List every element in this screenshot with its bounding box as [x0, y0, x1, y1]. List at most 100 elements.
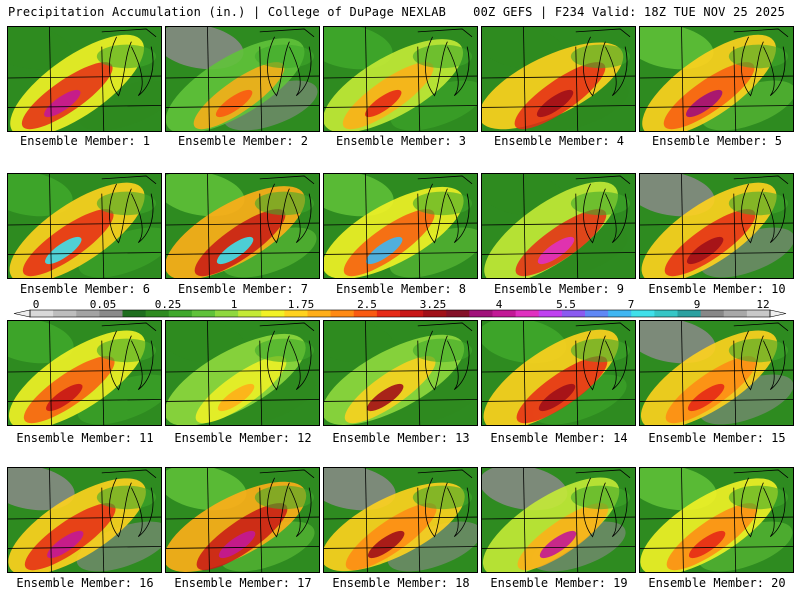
ensemble-member-map — [639, 26, 794, 132]
precip-contour — [45, 236, 82, 265]
state-border — [733, 340, 737, 425]
state-border — [482, 222, 635, 226]
state-border — [166, 546, 319, 549]
precip-contour — [254, 44, 315, 69]
colorbar-swatch — [330, 310, 355, 317]
state-border — [324, 252, 477, 255]
precip-contour — [640, 174, 715, 217]
precip-contour — [366, 383, 404, 412]
ensemble-member-label: Ensemble Member: 4 — [493, 134, 625, 148]
precip-contour — [412, 485, 473, 510]
precip-map — [166, 27, 319, 131]
great-lakes-shoreline — [575, 175, 631, 185]
state-border — [640, 546, 793, 549]
state-border — [482, 546, 635, 549]
colorbar-swatch — [307, 310, 332, 317]
ensemble-member-map — [639, 320, 794, 426]
great-lakes-shoreline — [575, 28, 631, 38]
precip-contour — [367, 530, 405, 559]
ensemble-member-map — [481, 173, 636, 279]
ensemble-member-label: Ensemble Member: 7 — [177, 282, 309, 296]
great-lakes-shoreline — [733, 175, 789, 185]
precip-map — [482, 27, 635, 131]
state-border — [166, 399, 319, 402]
state-border — [259, 46, 263, 131]
great-lakes-shoreline — [583, 477, 606, 538]
great-lakes-shoreline — [267, 183, 290, 244]
state-border — [324, 369, 477, 373]
great-lakes-shoreline — [447, 193, 470, 243]
state-border — [482, 252, 635, 255]
precip-map — [8, 468, 161, 572]
precip-contour — [728, 338, 789, 363]
precip-map — [482, 468, 635, 572]
state-border — [207, 174, 210, 278]
colorbar-swatch — [30, 310, 54, 317]
precip-map — [166, 321, 319, 425]
great-lakes-shoreline — [131, 193, 154, 243]
precip-contour — [8, 174, 73, 217]
precip-contour — [77, 374, 161, 425]
great-lakes-shoreline — [289, 46, 312, 96]
precip-contour — [536, 89, 574, 118]
state-border — [523, 321, 526, 425]
colorbar-tick-label: 0.05 — [89, 298, 117, 311]
colorbar-outline — [29, 309, 771, 318]
state-border — [8, 546, 161, 549]
great-lakes-shoreline — [733, 28, 789, 38]
precip-contour — [218, 530, 256, 559]
ensemble-member-map — [7, 320, 162, 426]
great-lakes-shoreline — [101, 469, 157, 479]
ensemble-member-label: Ensemble Member: 20 — [648, 576, 786, 590]
ensemble-member-map — [323, 26, 478, 132]
great-lakes-shoreline — [763, 340, 786, 390]
great-lakes-shoreline — [267, 477, 290, 538]
colorbar-swatch — [215, 310, 239, 317]
great-lakes-shoreline — [763, 46, 786, 96]
state-border — [681, 27, 684, 131]
precip-contour — [166, 468, 247, 511]
state-border — [575, 193, 579, 278]
colorbar-swatch — [376, 310, 401, 317]
precip-contour — [222, 227, 317, 278]
great-lakes-shoreline — [267, 36, 290, 97]
state-border — [640, 105, 793, 108]
state-border — [733, 487, 737, 572]
great-lakes-shoreline — [101, 28, 157, 38]
great-lakes-shoreline — [741, 183, 764, 244]
state-border — [324, 75, 477, 79]
ensemble-member-label: Ensemble Member: 16 — [16, 576, 154, 590]
great-lakes-shoreline — [259, 469, 315, 479]
precip-contour — [537, 236, 575, 265]
ensemble-member-label: Ensemble Member: 3 — [335, 134, 467, 148]
state-border — [365, 321, 368, 425]
precip-contour — [640, 468, 717, 511]
ensemble-member-label: Ensemble Member: 11 — [16, 431, 154, 445]
precip-contour — [220, 521, 315, 572]
ensemble-member-label: Ensemble Member: 18 — [332, 576, 470, 590]
state-border — [166, 75, 319, 79]
colorbar-swatch — [700, 310, 725, 317]
colorbar-swatch — [238, 310, 262, 317]
state-border — [8, 222, 161, 226]
colorbar-swatch — [191, 310, 216, 317]
great-lakes-shoreline — [447, 487, 470, 537]
precip-contour — [254, 191, 315, 216]
colorbar-swatch — [423, 310, 447, 317]
precip-contour — [166, 174, 245, 217]
state-border — [640, 75, 793, 79]
great-lakes-shoreline — [425, 36, 448, 97]
ensemble-member-map — [323, 320, 478, 426]
ensemble-member-map — [165, 26, 320, 132]
ensemble-member-label: Ensemble Member: 10 — [648, 282, 786, 296]
precip-contour — [698, 521, 793, 572]
ensemble-member-map — [639, 173, 794, 279]
precip-contour — [570, 485, 631, 510]
great-lakes-shoreline — [417, 28, 473, 38]
great-lakes-shoreline — [417, 175, 473, 185]
precip-contour — [8, 321, 74, 364]
precip-contour — [728, 44, 789, 69]
colorbar-tick-label: 1 — [230, 298, 238, 311]
ensemble-member-map — [165, 320, 320, 426]
great-lakes-shoreline — [131, 487, 154, 537]
